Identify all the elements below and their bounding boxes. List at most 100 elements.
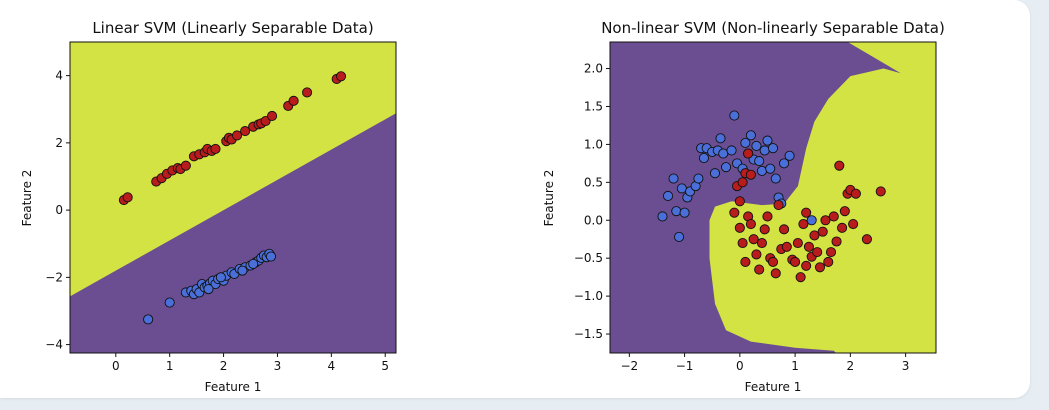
x-tick-label: 5 xyxy=(381,359,389,373)
data-point-series-0 xyxy=(676,183,687,194)
data-point-series-1 xyxy=(748,234,759,245)
plot-frame xyxy=(69,41,397,354)
data-point-series-1 xyxy=(215,272,226,283)
data-point-series-1 xyxy=(743,148,754,159)
data-point-series-0 xyxy=(762,135,773,146)
data-point-series-1 xyxy=(795,272,806,283)
data-point-series-1 xyxy=(734,222,745,233)
data-point-series-1 xyxy=(756,237,767,249)
data-point-series-0 xyxy=(657,211,668,222)
y-tick-label: 0.5 xyxy=(584,175,603,189)
data-point-series-1 xyxy=(848,218,859,230)
data-point-series-0 xyxy=(698,153,709,164)
data-point-series-1 xyxy=(779,224,790,235)
data-point-series-1 xyxy=(781,241,792,252)
data-point-series-1 xyxy=(164,297,175,308)
data-point-series-1 xyxy=(143,314,154,325)
data-point-series-0 xyxy=(729,110,740,121)
data-point-series-0 xyxy=(767,143,779,154)
data-point-series-1 xyxy=(812,247,823,258)
data-point-series-1 xyxy=(754,264,765,275)
data-point-series-1 xyxy=(834,160,845,171)
plot-frame xyxy=(609,41,937,354)
y-tick-label: 2 xyxy=(55,136,63,150)
data-point-series-0 xyxy=(679,207,690,218)
y-tick-label: −1.5 xyxy=(574,327,603,341)
data-point-series-1 xyxy=(814,262,826,273)
y-tick-label: 0.0 xyxy=(584,213,603,227)
data-point-series-0 xyxy=(779,158,790,169)
y-axis-label: Feature 2 xyxy=(20,170,34,227)
data-point-series-1 xyxy=(729,207,740,218)
data-point-series-1 xyxy=(734,196,745,207)
data-point-series-1 xyxy=(751,249,762,260)
data-point-series-1 xyxy=(839,206,850,217)
x-tick-label: 3 xyxy=(274,359,282,373)
data-point-series-1 xyxy=(773,200,784,211)
x-tick-label: 2 xyxy=(220,359,228,373)
data-point-series-1 xyxy=(248,258,259,269)
x-tick-label: 0 xyxy=(112,359,120,373)
y-tick-label: −2 xyxy=(45,270,63,284)
data-point-series-0 xyxy=(765,163,776,174)
data-point-series-0 xyxy=(759,145,770,156)
x-tick-label: 1 xyxy=(791,359,799,373)
x-tick-label: 0 xyxy=(736,359,744,373)
data-point-series-1 xyxy=(759,224,770,235)
y-tick-label: 1.0 xyxy=(584,137,603,151)
data-point-series-1 xyxy=(767,256,779,268)
data-point-series-0 xyxy=(784,150,795,161)
data-point-series-1 xyxy=(801,260,812,271)
data-point-series-0 xyxy=(662,190,674,202)
y-tick-label: −1.0 xyxy=(574,289,603,303)
data-point-series-1 xyxy=(820,215,831,226)
data-point-series-1 xyxy=(792,237,803,249)
data-point-series-0 xyxy=(754,156,765,167)
data-point-series-1 xyxy=(801,207,812,218)
data-point-series-0 xyxy=(302,87,313,98)
decision-region-inside xyxy=(709,42,936,353)
data-point-series-0 xyxy=(720,162,732,173)
x-tick-label: −2 xyxy=(620,359,638,373)
data-point-series-0 xyxy=(231,130,243,141)
data-point-series-0 xyxy=(288,95,299,106)
nonlinear-svm-plot: Non-linear SVM (Non-linearly Separable D… xyxy=(542,19,945,394)
data-point-series-1 xyxy=(831,236,842,247)
data-point-series-1 xyxy=(850,188,861,199)
data-point-series-1 xyxy=(861,234,872,245)
y-tick-label: −0.5 xyxy=(574,251,603,265)
x-axis-label: Feature 1 xyxy=(745,380,802,394)
y-axis-label: Feature 2 xyxy=(542,170,556,227)
data-point-series-1 xyxy=(737,177,748,188)
data-point-series-0 xyxy=(806,215,817,226)
data-point-series-1 xyxy=(740,256,751,268)
data-point-series-1 xyxy=(737,237,748,249)
data-point-series-1 xyxy=(745,218,756,230)
x-tick-label: 3 xyxy=(902,359,910,373)
x-tick-label: 2 xyxy=(847,359,855,373)
data-point-series-0 xyxy=(756,165,767,177)
data-point-series-0 xyxy=(267,110,278,122)
data-point-series-0 xyxy=(751,140,762,151)
y-tick-label: −4 xyxy=(45,338,63,352)
data-point-series-1 xyxy=(745,169,756,180)
data-point-series-0 xyxy=(674,231,685,242)
data-point-series-1 xyxy=(809,230,820,241)
data-point-series-0 xyxy=(122,192,133,203)
data-point-series-1 xyxy=(825,247,837,258)
x-tick-label: 1 xyxy=(166,359,174,373)
x-axis-label: Feature 1 xyxy=(205,380,262,394)
linear-svm-plot: Linear SVM (Linearly Separable Data) 0 1 2… xyxy=(20,19,397,394)
data-point-series-1 xyxy=(817,226,828,237)
data-point-series-0 xyxy=(745,130,756,141)
data-point-series-1 xyxy=(770,268,781,279)
chart-title: Non-linear SVM (Non-linearly Separable D… xyxy=(601,19,945,37)
data-point-series-1 xyxy=(803,241,814,252)
data-point-series-1 xyxy=(798,218,809,230)
data-point-series-0 xyxy=(671,206,682,217)
x-tick-label: −1 xyxy=(676,359,694,373)
data-point-series-1 xyxy=(823,256,834,268)
y-tick-label: 2.0 xyxy=(584,62,603,76)
data-point-series-0 xyxy=(668,173,679,184)
